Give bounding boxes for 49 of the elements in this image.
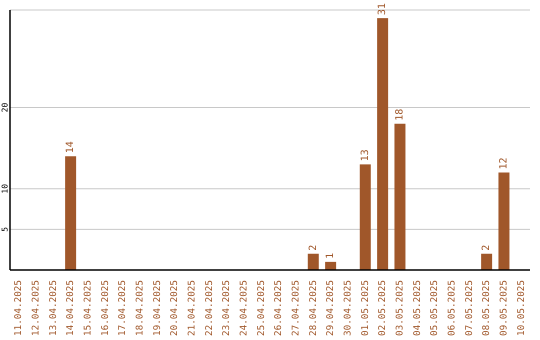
bar	[498, 172, 510, 270]
x-tick-label: 08.05.2025	[481, 280, 492, 336]
x-tick-label: 04.05.2025	[412, 280, 423, 336]
x-tick-label: 26.04.2025	[273, 280, 284, 336]
x-tick-label: 30.04.2025	[342, 280, 354, 336]
x-tick-label: 13.04.2025	[48, 280, 59, 336]
x-tick-label: 07.05.2025	[464, 280, 475, 336]
data-label: 2	[308, 244, 319, 251]
x-tick-label: 18.04.2025	[134, 280, 146, 336]
x-tick-label: 14.04.2025	[65, 280, 76, 336]
bar	[360, 164, 371, 270]
x-tick-label: 16.04.2025	[100, 280, 111, 336]
data-label: 14	[65, 141, 76, 154]
bar	[308, 254, 319, 270]
y-tick-label: 5	[0, 226, 10, 232]
x-tick-label: 17.04.2025	[117, 280, 128, 336]
x-tick-label: 19.04.2025	[152, 280, 163, 336]
bar	[377, 18, 388, 270]
x-tick-label: 12.04.2025	[30, 280, 42, 336]
x-tick-label: 28.04.2025	[308, 280, 319, 336]
x-tick-label: 15.04.2025	[82, 280, 94, 336]
data-label: 18	[394, 108, 406, 121]
x-tick-label: 24.04.2025	[238, 280, 250, 336]
x-tick-label: 11.04.2025	[13, 280, 24, 336]
y-tick-label: 10	[0, 184, 10, 194]
y-tick-label: 20	[0, 102, 10, 112]
data-label: 31	[377, 3, 388, 16]
bar	[394, 124, 406, 270]
x-tick-label: 06.05.2025	[446, 280, 458, 336]
x-tick-label: 23.04.2025	[221, 280, 232, 336]
x-tick-label: 03.05.2025	[394, 280, 406, 336]
data-label: 12	[498, 157, 510, 170]
bar	[325, 262, 336, 270]
x-tick-label: 10.05.2025	[516, 280, 527, 336]
x-tick-label: 29.04.2025	[325, 280, 336, 336]
data-label: 1	[325, 252, 336, 259]
x-tick-label: 09.05.2025	[498, 280, 510, 336]
x-tick-label: 22.04.2025	[204, 280, 215, 336]
x-tick-label: 02.05.2025	[377, 280, 388, 336]
x-tick-label: 05.05.2025	[429, 280, 440, 336]
bar	[481, 254, 492, 270]
x-tick-label: 25.04.2025	[256, 280, 267, 336]
x-tick-label: 01.05.2025	[360, 280, 371, 336]
data-label: 13	[360, 149, 371, 162]
data-label: 2	[481, 244, 492, 251]
x-tick-label: 27.04.2025	[290, 280, 302, 336]
x-tick-label: 21.04.2025	[186, 280, 198, 336]
bar	[65, 156, 76, 270]
x-tick-label: 20.04.2025	[169, 280, 180, 336]
